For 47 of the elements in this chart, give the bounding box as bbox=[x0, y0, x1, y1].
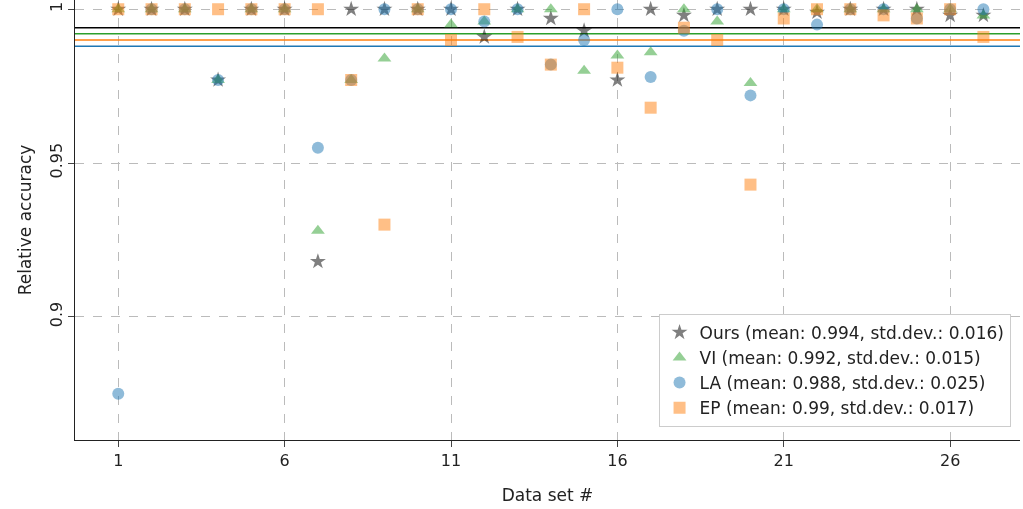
point bbox=[677, 3, 691, 13]
point bbox=[578, 34, 591, 46]
point bbox=[744, 178, 757, 191]
x-tick-label: 16 bbox=[607, 451, 628, 471]
point bbox=[576, 22, 593, 38]
legend-label: Ours (mean: 0.994, std.dev.: 0.016) bbox=[699, 322, 1004, 343]
point bbox=[343, 0, 360, 17]
point bbox=[777, 12, 790, 25]
point bbox=[977, 30, 990, 43]
point bbox=[378, 218, 391, 231]
point bbox=[611, 61, 624, 74]
x-axis-title: Data set # bbox=[501, 485, 594, 505]
x-tick-label: 11 bbox=[440, 451, 462, 471]
point bbox=[611, 3, 624, 16]
point bbox=[212, 3, 225, 16]
point bbox=[311, 3, 324, 16]
y-tick-label: 0.95 bbox=[46, 142, 66, 179]
point bbox=[977, 3, 990, 16]
x-tick-label: 21 bbox=[773, 451, 794, 471]
point bbox=[877, 9, 890, 22]
legend-label: LA (mean: 0.988, std.dev.: 0.025) bbox=[699, 373, 986, 394]
x-tick-label: 1 bbox=[113, 451, 124, 471]
point bbox=[511, 30, 524, 43]
point bbox=[642, 0, 659, 17]
point bbox=[542, 10, 559, 26]
point bbox=[609, 71, 626, 87]
point bbox=[742, 0, 759, 17]
point bbox=[578, 3, 591, 16]
point bbox=[811, 18, 824, 31]
legend-label: EP (mean: 0.99, std.dev.: 0.017) bbox=[699, 398, 975, 419]
y-tick-label: 0.9 bbox=[46, 301, 66, 328]
y-tick-label: 1 bbox=[46, 1, 66, 12]
point bbox=[112, 387, 125, 400]
y-axis-title: Relative accuracy bbox=[15, 144, 35, 296]
point bbox=[744, 89, 757, 102]
point bbox=[644, 70, 657, 83]
point bbox=[644, 101, 657, 114]
x-tick-label: 26 bbox=[939, 451, 961, 471]
point bbox=[444, 18, 458, 28]
x-tick-label: 6 bbox=[279, 451, 290, 471]
point bbox=[476, 28, 493, 44]
point bbox=[478, 3, 491, 16]
point bbox=[311, 141, 324, 154]
point bbox=[309, 253, 326, 269]
point bbox=[445, 34, 457, 46]
legend-label: VI (mean: 0.992, std.dev.: 0.015) bbox=[699, 348, 981, 369]
point bbox=[711, 34, 724, 46]
